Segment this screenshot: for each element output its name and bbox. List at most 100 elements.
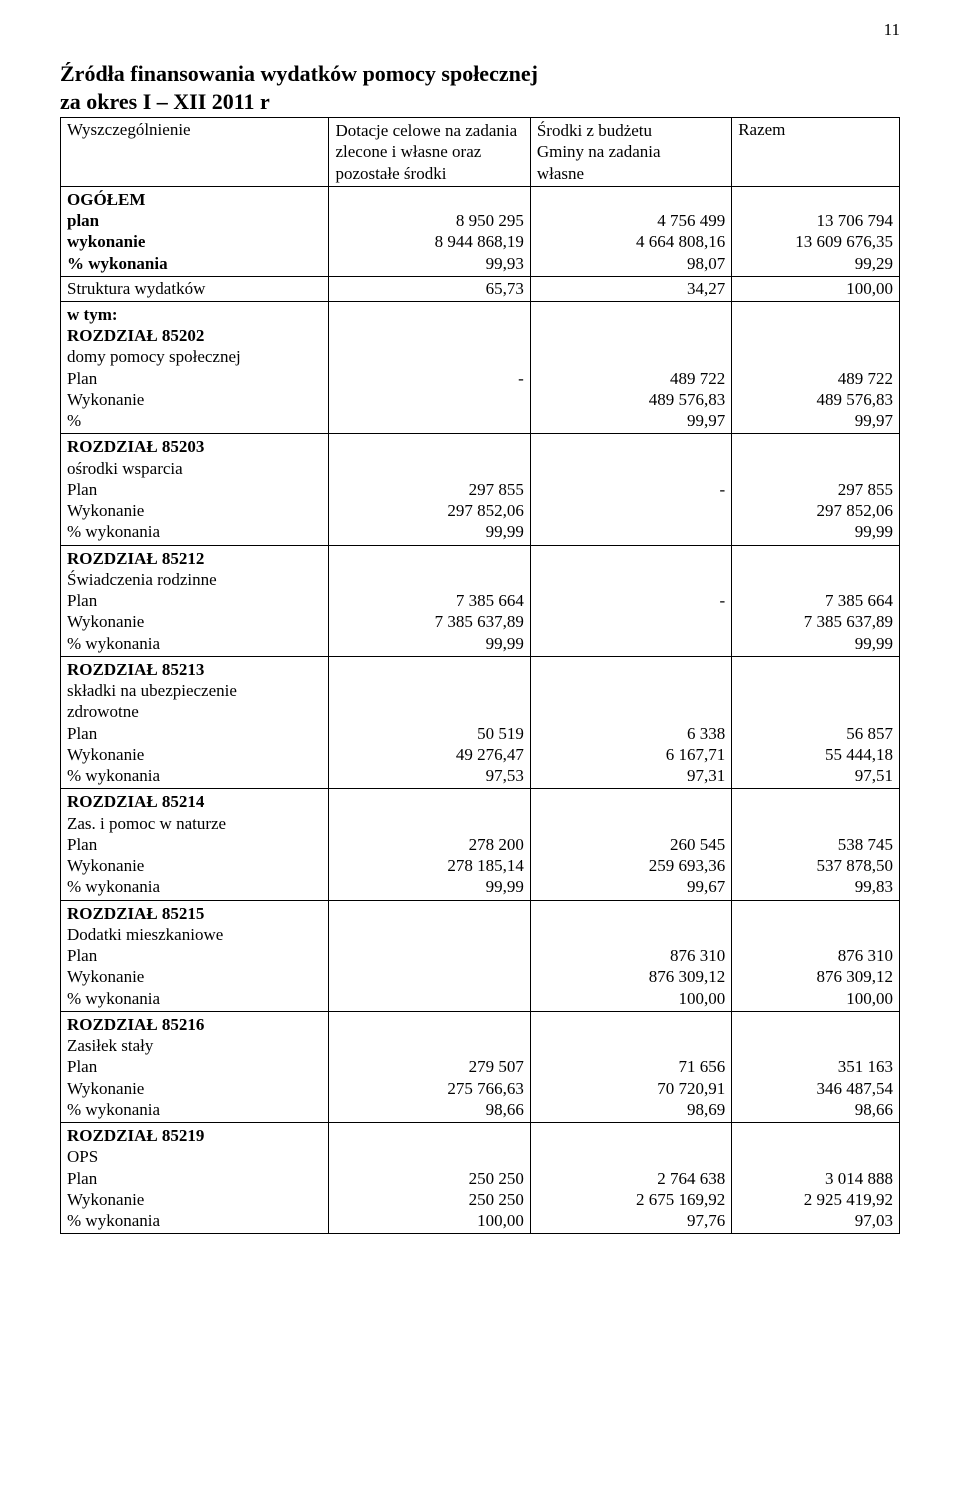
cell: 876 310 876 309,12 100,00 bbox=[732, 900, 900, 1011]
value: 100,00 bbox=[477, 1211, 524, 1230]
label-text: % wykonania bbox=[67, 1100, 160, 1119]
label-text: Plan bbox=[67, 835, 97, 854]
label-text: % wykonania bbox=[67, 766, 160, 785]
label-text: % wykonania bbox=[67, 522, 160, 541]
value: 99,83 bbox=[855, 877, 893, 896]
hdr-col3: Razem bbox=[732, 118, 900, 187]
value: 98,66 bbox=[486, 1100, 524, 1119]
table-row: Struktura wydatków 65,73 34,27 100,00 bbox=[61, 276, 900, 301]
cell: - bbox=[530, 545, 731, 656]
value: 8 944 868,19 bbox=[435, 232, 524, 251]
value: 278 185,14 bbox=[447, 856, 524, 875]
cell: 278 200 278 185,14 99,99 bbox=[329, 789, 530, 900]
cell: - bbox=[329, 301, 530, 434]
cell: 6 338 6 167,71 97,31 bbox=[530, 656, 731, 789]
value: 876 310 bbox=[670, 946, 725, 965]
value: 297 855 bbox=[469, 480, 524, 499]
label-text: % wykonania bbox=[67, 634, 160, 653]
cell: 13 706 794 13 609 676,35 99,29 bbox=[732, 186, 900, 276]
header-row: Wyszczególnienie Dotacje celowe na zadan… bbox=[61, 118, 900, 187]
cell: 3 014 888 2 925 419,92 97,03 bbox=[732, 1123, 900, 1234]
value: 97,53 bbox=[486, 766, 524, 785]
value: 99,99 bbox=[486, 522, 524, 541]
value: 3 014 888 bbox=[825, 1169, 893, 1188]
value: 8 950 295 bbox=[456, 211, 524, 230]
label-text: plan bbox=[67, 211, 99, 230]
label-text: Dodatki mieszkaniowe bbox=[67, 925, 223, 944]
page: 11 Źródła finansowania wydatków pomocy s… bbox=[0, 0, 960, 1501]
value: 346 487,54 bbox=[817, 1079, 894, 1098]
value: 99,29 bbox=[855, 254, 893, 273]
hdr-col0: Wyszczególnienie bbox=[61, 118, 329, 187]
value: 97,76 bbox=[687, 1211, 725, 1230]
label-text: Wykonanie bbox=[67, 501, 144, 520]
value: 98,07 bbox=[687, 254, 725, 273]
value: 275 766,63 bbox=[447, 1079, 524, 1098]
cell: 260 545 259 693,36 99,67 bbox=[530, 789, 731, 900]
table-row: ROZDZIAŁ 85213 składki na ubezpieczenie … bbox=[61, 656, 900, 789]
cell: 538 745 537 878,50 99,83 bbox=[732, 789, 900, 900]
label-text: ROZDZIAŁ 85202 bbox=[67, 326, 204, 345]
hdr-col2: Środki z budżetu Gminy na zadania własne bbox=[530, 118, 731, 187]
cell: 297 855 297 852,06 99,99 bbox=[732, 434, 900, 545]
value: - bbox=[720, 591, 726, 610]
cell: 279 507 275 766,63 98,66 bbox=[329, 1011, 530, 1122]
cell: 489 722 489 576,83 99,97 bbox=[732, 301, 900, 434]
label-text: ośrodki wsparcia bbox=[67, 459, 183, 478]
value: 70 720,91 bbox=[657, 1079, 725, 1098]
table-row: ROZDZIAŁ 85216 Zasiłek stały Plan Wykona… bbox=[61, 1011, 900, 1122]
title-line-1: Źródła finansowania wydatków pomocy społ… bbox=[60, 61, 538, 86]
label-text: Plan bbox=[67, 480, 97, 499]
value: 97,03 bbox=[855, 1211, 893, 1230]
label-text: zdrowotne bbox=[67, 702, 139, 721]
label-text: ROZDZIAŁ 85219 bbox=[67, 1126, 204, 1145]
value: 99,99 bbox=[855, 634, 893, 653]
data-table: Wyszczególnienie Dotacje celowe na zadan… bbox=[60, 117, 900, 1234]
label-text: domy pomocy społecznej bbox=[67, 347, 241, 366]
value: 250 250 bbox=[469, 1169, 524, 1188]
value: 97,31 bbox=[687, 766, 725, 785]
label-text: Wykonanie bbox=[67, 967, 144, 986]
row-label: Struktura wydatków bbox=[61, 276, 329, 301]
cell: 7 385 664 7 385 637,89 99,99 bbox=[329, 545, 530, 656]
hdr-c2c: własne bbox=[537, 164, 584, 183]
cell: 100,00 bbox=[732, 276, 900, 301]
label-text: Wykonanie bbox=[67, 390, 144, 409]
hdr-c1c: pozostałe środki bbox=[335, 164, 446, 183]
hdr-c1a: Dotacje celowe na zadania bbox=[335, 121, 517, 140]
label-text: Plan bbox=[67, 724, 97, 743]
cell: 65,73 bbox=[329, 276, 530, 301]
cell: 50 519 49 276,47 97,53 bbox=[329, 656, 530, 789]
cell: 56 857 55 444,18 97,51 bbox=[732, 656, 900, 789]
row-label: w tym: ROZDZIAŁ 85202 domy pomocy społec… bbox=[61, 301, 329, 434]
label-text: % bbox=[67, 411, 81, 430]
table-body: OGÓŁEM plan wykonanie % wykonania 8 950 … bbox=[61, 186, 900, 1234]
label-text: Plan bbox=[67, 946, 97, 965]
hdr-c2b: Gminy na zadania bbox=[537, 142, 661, 161]
value: 489 722 bbox=[670, 369, 725, 388]
label-text: % wykonania bbox=[67, 1211, 160, 1230]
value: 99,97 bbox=[687, 411, 725, 430]
label-text: ROZDZIAŁ 85214 bbox=[67, 792, 204, 811]
row-label: ROZDZIAŁ 85213 składki na ubezpieczenie … bbox=[61, 656, 329, 789]
value: 2 764 638 bbox=[657, 1169, 725, 1188]
label-text: Wykonanie bbox=[67, 745, 144, 764]
cell: - bbox=[530, 434, 731, 545]
value: 7 385 637,89 bbox=[804, 612, 893, 631]
hdr-col1: Dotacje celowe na zadania zlecone i włas… bbox=[329, 118, 530, 187]
value: 98,69 bbox=[687, 1100, 725, 1119]
value: 2 925 419,92 bbox=[804, 1190, 893, 1209]
cell: 8 950 295 8 944 868,19 99,93 bbox=[329, 186, 530, 276]
label-text: Plan bbox=[67, 1169, 97, 1188]
label-text: Plan bbox=[67, 369, 97, 388]
value: 97,51 bbox=[855, 766, 893, 785]
table-row: w tym: ROZDZIAŁ 85202 domy pomocy społec… bbox=[61, 301, 900, 434]
value: 99,97 bbox=[855, 411, 893, 430]
page-number: 11 bbox=[884, 20, 900, 40]
value: 489 722 bbox=[838, 369, 893, 388]
value: 2 675 169,92 bbox=[636, 1190, 725, 1209]
value: 99,99 bbox=[486, 877, 524, 896]
label-text: Zas. i pomoc w naturze bbox=[67, 814, 226, 833]
value: 99,99 bbox=[855, 522, 893, 541]
hdr-c1b: zlecone i własne oraz bbox=[335, 142, 481, 161]
